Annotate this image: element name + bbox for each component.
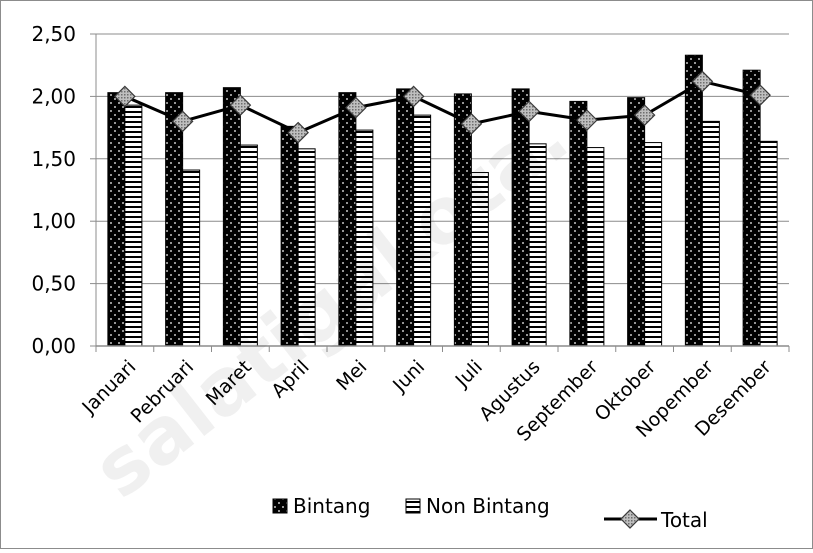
- legend-marker-total: [620, 509, 640, 529]
- bar-bintang-januari: [107, 92, 126, 347]
- x-tick-label-mei: Mei: [332, 356, 371, 395]
- x-tick-label-maret: Maret: [202, 356, 256, 410]
- total-marker-nopember: [691, 70, 714, 93]
- x-tick-label-april: April: [267, 356, 313, 402]
- bars: [107, 54, 778, 347]
- bar-bintang-april: [280, 125, 299, 347]
- total-marker-desember: [749, 84, 771, 107]
- legend-label-total: Total: [660, 508, 708, 532]
- bar-bintang-agustus: [511, 88, 530, 347]
- bar-bintang-juni: [396, 88, 415, 347]
- total-marker-januari: [114, 85, 136, 108]
- bar-non-bintang-desember: [759, 140, 778, 347]
- y-tick-label: 1,50: [31, 147, 76, 171]
- y-tick-label: 0,50: [31, 272, 76, 296]
- bar-non-bintang-september: [586, 147, 605, 347]
- bar-non-bintang-agustus: [528, 143, 547, 347]
- total-marker-september: [576, 109, 598, 131]
- bar-non-bintang-mei: [355, 129, 374, 347]
- total-marker-mei: [345, 96, 367, 119]
- total-marker-maret: [229, 94, 252, 116]
- bar-bintang-september: [569, 100, 588, 347]
- bar-non-bintang-oktober: [644, 142, 663, 347]
- total-marker-juli: [460, 113, 483, 135]
- total-line-layer: [114, 70, 771, 144]
- legend-swatch-bintang: [272, 498, 288, 514]
- bar-bintang-mei: [338, 92, 357, 347]
- total-line: [124, 79, 761, 135]
- total-marker-pebruari: [171, 110, 194, 133]
- legend-label-bintang: Bintang: [293, 494, 370, 518]
- x-tick-label-juli: Juli: [451, 356, 487, 392]
- x-tick-label-pebruari: Pebruari: [127, 356, 199, 428]
- y-tick-label: 0,00: [31, 334, 76, 358]
- legend-swatch-non-bintang: [405, 498, 421, 514]
- bar-non-bintang-juli: [470, 172, 489, 347]
- y-axis-tick-labels: 0,00 0,50 1,00 1,50 2,00 2,50: [31, 22, 76, 358]
- bar-non-bintang-januari: [124, 104, 143, 347]
- bar-bintang-oktober: [627, 97, 646, 347]
- bar-bintang-desember: [742, 69, 761, 347]
- legend-label-non-bintang: Non Bintang: [426, 494, 550, 518]
- total-marker-april: [287, 121, 309, 144]
- bar-non-bintang-pebruari: [182, 169, 201, 347]
- total-marker-agustus: [518, 100, 540, 123]
- bar-bintang-pebruari: [165, 92, 184, 347]
- axes: [95, 34, 790, 352]
- grid-lines: [90, 33, 789, 347]
- x-tick-label-juni: Juni: [388, 356, 429, 397]
- total-marker-juni: [402, 85, 425, 108]
- total-marker-oktober: [633, 104, 656, 126]
- legend: Bintang Non Bintang Total: [272, 494, 708, 532]
- bar-bintang-nopember: [684, 54, 703, 347]
- bar-bintang-maret: [222, 87, 241, 347]
- bar-non-bintang-juni: [413, 114, 432, 347]
- y-tick-label: 2,00: [31, 84, 76, 108]
- bar-non-bintang-nopember: [701, 120, 720, 347]
- y-tick-label: 1,00: [31, 209, 76, 233]
- y-tick-label: 2,50: [31, 22, 76, 46]
- bar-non-bintang-april: [297, 148, 316, 347]
- bar-non-bintang-maret: [239, 144, 258, 347]
